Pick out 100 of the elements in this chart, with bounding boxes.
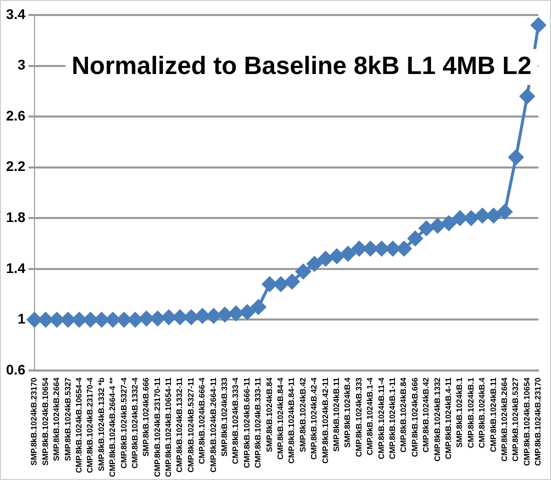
point — [161, 310, 176, 325]
x-tick-label: CMP.8kB.1024kB.1332 — [432, 376, 442, 462]
x-tick-label: CMP.8kB.1024kB.42-11 — [320, 376, 330, 464]
x-tick-label: CMP.8kB.1024kB.84 — [399, 376, 408, 453]
point — [441, 216, 456, 231]
point — [362, 241, 378, 256]
point — [172, 310, 188, 325]
x-tick-label: CMP.8kB.1024kB.2664 — [500, 376, 510, 462]
point — [60, 312, 76, 328]
point — [206, 308, 222, 324]
point — [184, 310, 199, 325]
point — [94, 312, 110, 328]
point — [194, 308, 210, 324]
point — [306, 256, 322, 272]
x-tick-label: CMP.8kB.1024kB.11-4 — [376, 376, 386, 460]
point — [38, 312, 54, 328]
point — [497, 204, 512, 220]
x-tick-label: CMP.8kB.1024kB.10654-11 — [164, 376, 174, 478]
x-tick-label: CMP.8kB.1024kB.5327 — [511, 376, 520, 462]
x-tick-label: SMP.8kB.1024kB.1332 *b — [96, 377, 106, 472]
point — [464, 210, 479, 226]
point — [329, 248, 344, 264]
x-tick-label: CMP.8kB.1024kB.1332-4 — [130, 376, 140, 469]
x-tick-label: SMP.8kB.1024kB.2664 — [52, 376, 62, 461]
x-tick-label: CMP.8kB.1024kB.5327-11 — [186, 376, 196, 473]
x-tick-label: SMP.8kB.1024kB.4 — [343, 376, 352, 448]
x-tick-label: SMP.8kB.1024kB.84 — [264, 376, 274, 452]
point — [82, 312, 98, 328]
x-tick-label: SMP.8kB.1024kB.42 — [298, 376, 308, 452]
point — [296, 264, 311, 279]
point — [72, 312, 87, 328]
point — [374, 241, 390, 256]
y-tick-label: 1 — [18, 310, 26, 327]
point — [408, 230, 423, 246]
point — [49, 312, 64, 328]
point — [352, 241, 367, 256]
point — [250, 300, 266, 315]
x-tick-label: SMP.8kB.1024kB.23170 — [30, 376, 39, 466]
point — [452, 210, 468, 226]
x-tick-label: CMP.8kB.1024kB.333 — [354, 376, 364, 457]
x-tick-label: CMP.8kB.1024kB.23170-4 — [86, 376, 95, 474]
x-tick-label: CMP.8kB.1024kB.333-11 — [254, 376, 263, 468]
y-tick-label: 2.2 — [6, 158, 26, 174]
x-tick-label: SMP.8kB.1024kB.11 — [332, 376, 342, 452]
x-tick-label: CMP.8kB.1024kB.84-11 — [287, 376, 296, 464]
x-tick-label: CMP.8kB.1024kB.4 — [478, 376, 487, 448]
point — [520, 88, 535, 104]
x-tick-label: CMP.8kB.1024kB.42-4 — [310, 376, 319, 460]
point — [474, 208, 490, 224]
x-tick-label: CMP.8kB.1024kB.666 — [410, 376, 420, 457]
y-tick-label: 1.4 — [6, 260, 26, 276]
point — [530, 18, 546, 33]
point — [217, 307, 232, 322]
point — [116, 312, 132, 328]
x-tick-label: CMP.8kB.1024kB.11 — [488, 376, 498, 452]
point — [138, 310, 154, 326]
point — [385, 241, 400, 256]
point — [262, 276, 278, 292]
y-tick-label: 0.6 — [6, 361, 26, 378]
x-tick-label: CMP.8kB.1024kB.666-4 — [198, 376, 207, 464]
x-tick-label: SMP.8kB.1024kB.10654 — [40, 376, 50, 466]
x-tick-label: CMP.8kB.1024kB.2664-4 ** — [108, 376, 118, 478]
x-tick-label: CMP.8kB.1024kB.333-4 — [231, 376, 240, 464]
x-tick-label: CMP.8kB.1024kB.2664-11 — [208, 376, 218, 473]
y-tick-label: 2.6 — [6, 107, 26, 124]
point — [486, 208, 502, 224]
x-tick-label: CMP.8kB.1024kB.10654-4 — [74, 376, 84, 474]
point — [128, 312, 143, 328]
y-tick-label: 3 — [18, 56, 26, 73]
point — [26, 312, 42, 328]
x-tick-label: SMP.8kB.1024kB.333 — [220, 376, 230, 457]
y-tick-label: 1.8 — [6, 209, 26, 226]
x-tick-label: SMP.8kB.1024kB.666 — [142, 376, 151, 457]
point — [318, 251, 334, 266]
x-tick-label: SMP.8kB.1024kB.5327 — [63, 376, 72, 461]
point — [150, 310, 166, 326]
x-tick-label: CMP.8kB.1024kB.10654 — [522, 376, 532, 466]
point — [240, 304, 255, 320]
x-tick-label: CMP.8kB.1024kB.1-11 — [388, 376, 398, 460]
x-tick-label: CMP.8kB.1024kB.666-11 — [242, 376, 252, 468]
point — [508, 150, 524, 165]
x-tick-label: CMP.8kB.1024kB.1332-11 — [175, 376, 184, 473]
y-tick-label: 3.4 — [6, 6, 26, 22]
x-tick-label: CMP.8kB.1024kB.23170-11 — [152, 376, 162, 478]
x-tick-label: CMP.8kB.1024kB.42 — [422, 376, 431, 453]
point — [418, 220, 434, 236]
point — [430, 218, 446, 234]
x-tick-label: CMP.8kB.1024kB.4-11 — [444, 376, 454, 460]
point — [273, 276, 288, 292]
x-tick-label: CMP.8kB.1024kB.23170 — [534, 376, 543, 466]
text: Normalized to Baseline 8kB L1 4MB L2 — [72, 52, 532, 80]
point — [340, 246, 356, 262]
x-tick-label: CMP.8kB.1024kB.84-4 — [276, 376, 286, 460]
point — [396, 241, 412, 256]
x-tick-label: CMP.8kB.1024kB.1 — [466, 376, 476, 448]
point — [284, 274, 300, 290]
x-tick-label: CMP.8kB.1024kB.1-4 — [366, 376, 375, 456]
point — [105, 312, 120, 328]
x-tick-label: SMP.8kB.1024kB.1 — [455, 376, 464, 448]
point — [228, 306, 244, 321]
